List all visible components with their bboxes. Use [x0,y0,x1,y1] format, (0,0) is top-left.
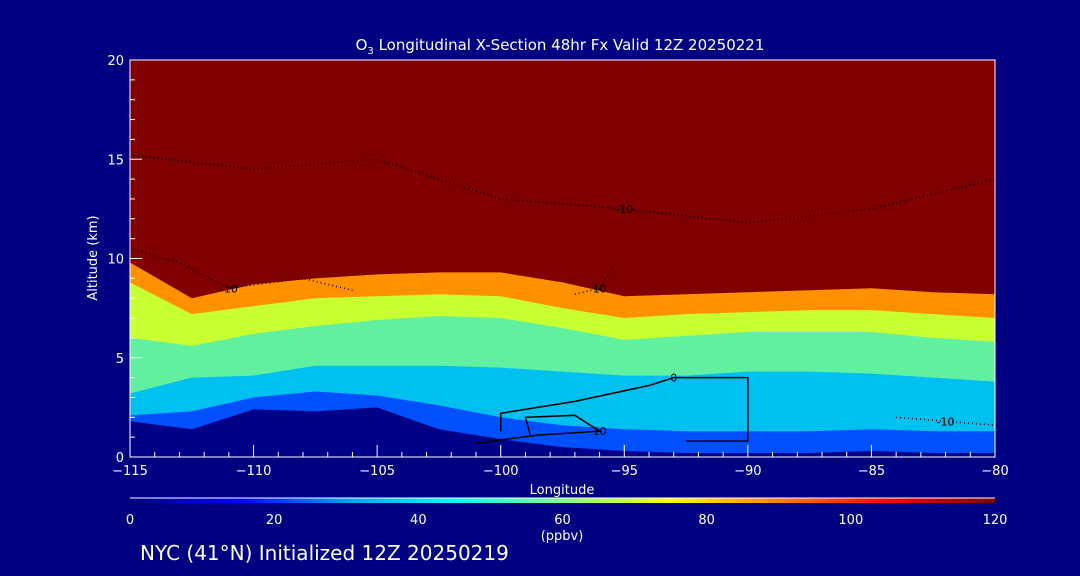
contour-label: 10 [593,282,607,295]
contour-label: 0 [670,372,677,385]
y-tick-label: 20 [107,54,124,69]
colorbar-tick-label: 60 [554,513,571,528]
contour-line [475,414,602,444]
x-tick-label: −85 [858,464,885,479]
x-tick-label: −115 [112,464,148,479]
x-tick-label: −110 [236,464,272,479]
contour-label: -10 [220,282,238,295]
colorbar-tick-label: 80 [698,513,715,528]
contour-line [499,376,749,442]
colorbar [130,498,995,503]
contour-line [130,154,995,224]
colorbar-tick-label: 120 [983,513,1008,528]
heatmap-bands [130,60,995,457]
x-tick-label: −90 [734,464,761,479]
x-axis-label: Longitude [530,483,595,498]
colorbar-ticks: 0 20 40 60 80 100 120 [126,513,1008,528]
colorbar-tick-label: 0 [126,513,134,528]
y-tick-label: 0 [116,451,124,466]
axes: −115 −110 −105 −100 −95 −90 −85 −80 0 5 10 15 20 [107,54,1008,479]
colorbar-tick-label: 40 [410,513,427,528]
chart-title: O3 Longitudinal X-Section 48hr Fx Valid … [356,36,765,57]
colorbar-tick-label: 100 [838,513,863,528]
x-tick-label: −105 [359,464,395,479]
contour-label: 10 [593,425,607,438]
x-tick-label: −95 [611,464,638,479]
band-below-0-ppbv [130,407,995,457]
contour-line [574,268,613,295]
y-tick-label: 5 [116,352,124,367]
footer-initialized-text: NYC (41°N) Initialized 12Z 20250219 [140,541,509,565]
colorbar-tick-label: 20 [266,513,283,528]
colorbar-units: (ppbv) [541,529,584,544]
contour-lines: 0 10 -10 -10 10 -10 [130,154,995,444]
y-axis-label: Altitude (km) [86,215,101,300]
y-tick-label: 10 [107,253,124,268]
contour-label: -10 [937,415,955,428]
contour-line [896,416,995,426]
x-tick-label: −100 [483,464,519,479]
contour-label: -10 [615,203,633,216]
x-tick-label: −80 [981,464,1008,479]
y-tick-label: 15 [107,153,124,168]
